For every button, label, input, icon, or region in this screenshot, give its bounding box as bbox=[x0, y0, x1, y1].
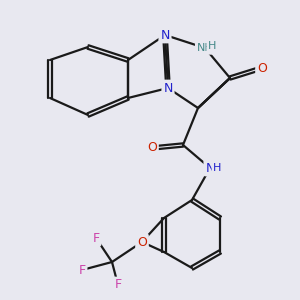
Text: O: O bbox=[147, 142, 157, 154]
Text: H: H bbox=[213, 163, 222, 173]
Text: N: N bbox=[160, 28, 170, 41]
Text: NH: NH bbox=[196, 43, 213, 53]
Text: N: N bbox=[163, 82, 173, 94]
Text: N: N bbox=[205, 161, 215, 175]
Text: F: F bbox=[114, 278, 122, 292]
Text: H: H bbox=[208, 41, 217, 52]
Text: O: O bbox=[257, 61, 267, 74]
Text: O: O bbox=[137, 236, 147, 248]
Text: F: F bbox=[78, 263, 85, 277]
Text: F: F bbox=[92, 232, 100, 244]
